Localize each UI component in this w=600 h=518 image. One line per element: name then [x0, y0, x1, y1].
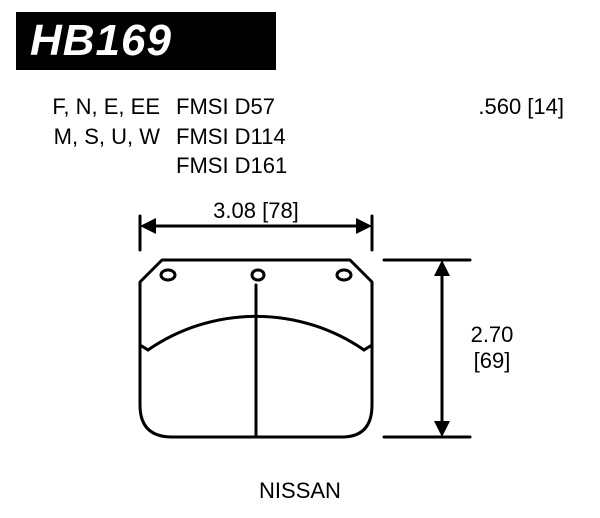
codes-line-1: F, N, E, EE: [40, 92, 160, 122]
hole-right: [337, 270, 351, 280]
height-dimension-mm: [69]: [474, 348, 511, 373]
part-number: HB169: [30, 16, 172, 66]
brake-pad-drawing: 3.08 [78] 2.70 [69]: [0, 190, 600, 480]
hole-center: [252, 270, 264, 280]
thickness-value: .560 [14]: [478, 94, 564, 119]
fmsi-codes: FMSI D57 FMSI D114 FMSI D161: [176, 92, 287, 181]
brand-name: NISSAN: [259, 478, 341, 503]
compound-codes: F, N, E, EE M, S, U, W: [40, 92, 160, 151]
height-dimension: [384, 260, 470, 437]
fmsi-line-1: FMSI D57: [176, 92, 287, 122]
height-dimension-in: 2.70: [471, 322, 514, 347]
hole-left: [161, 270, 175, 280]
codes-line-2: M, S, U, W: [40, 122, 160, 152]
fmsi-line-2: FMSI D114: [176, 122, 287, 152]
header-bar: HB169: [16, 12, 276, 70]
brand-label: NISSAN: [0, 478, 600, 504]
fmsi-line-3: FMSI D161: [176, 151, 287, 181]
thickness-spec: .560 [14]: [478, 92, 564, 122]
width-dimension-label: 3.08 [78]: [213, 198, 299, 223]
